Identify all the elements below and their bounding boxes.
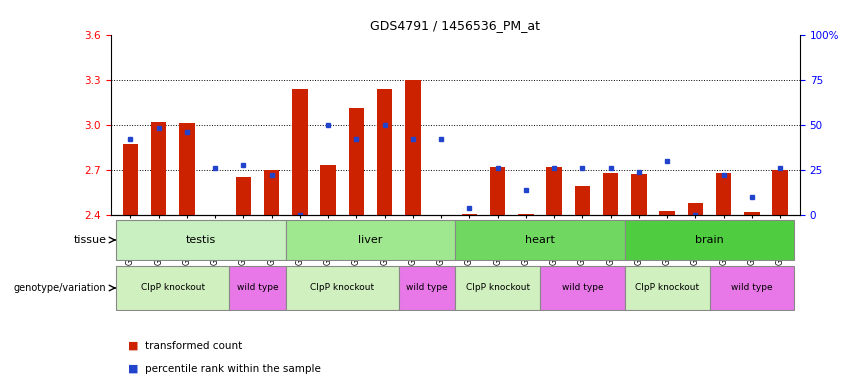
Title: GDS4791 / 1456536_PM_at: GDS4791 / 1456536_PM_at: [370, 19, 540, 32]
Bar: [286, 220, 455, 260]
Text: ClpP knockout: ClpP knockout: [465, 283, 529, 293]
Bar: [264, 170, 279, 215]
Bar: [490, 167, 505, 215]
Bar: [229, 266, 286, 310]
Bar: [320, 166, 336, 215]
Text: ■: ■: [128, 341, 138, 351]
Bar: [744, 212, 760, 215]
Bar: [461, 214, 477, 215]
Bar: [455, 220, 625, 260]
Text: ClpP knockout: ClpP knockout: [635, 283, 700, 293]
Bar: [603, 173, 619, 215]
Text: liver: liver: [358, 235, 383, 245]
Bar: [180, 123, 195, 215]
Text: genotype/variation: genotype/variation: [14, 283, 106, 293]
Text: tissue: tissue: [73, 235, 106, 245]
Text: wild type: wild type: [237, 283, 278, 293]
Text: ClpP knockout: ClpP knockout: [311, 283, 374, 293]
Text: transformed count: transformed count: [145, 341, 242, 351]
Bar: [546, 167, 562, 215]
Bar: [660, 210, 675, 215]
Bar: [455, 266, 540, 310]
Bar: [151, 122, 167, 215]
Text: testis: testis: [186, 235, 216, 245]
Bar: [236, 177, 251, 215]
Text: ClpP knockout: ClpP knockout: [140, 283, 205, 293]
Bar: [625, 220, 794, 260]
Bar: [710, 266, 794, 310]
Bar: [574, 187, 591, 215]
Bar: [688, 203, 703, 215]
Bar: [518, 214, 534, 215]
Text: wild type: wild type: [731, 283, 773, 293]
Text: heart: heart: [525, 235, 555, 245]
Bar: [716, 173, 731, 215]
Text: wild type: wild type: [562, 283, 603, 293]
Bar: [405, 80, 420, 215]
Bar: [349, 108, 364, 215]
Bar: [625, 266, 710, 310]
Bar: [117, 266, 229, 310]
Text: percentile rank within the sample: percentile rank within the sample: [145, 364, 321, 374]
Bar: [399, 266, 455, 310]
Bar: [773, 170, 788, 215]
Text: ■: ■: [128, 364, 138, 374]
Text: wild type: wild type: [406, 283, 448, 293]
Text: brain: brain: [695, 235, 724, 245]
Bar: [631, 174, 647, 215]
Bar: [123, 144, 138, 215]
Bar: [540, 266, 625, 310]
Bar: [286, 266, 399, 310]
Bar: [292, 89, 308, 215]
Bar: [377, 89, 392, 215]
Bar: [117, 220, 286, 260]
